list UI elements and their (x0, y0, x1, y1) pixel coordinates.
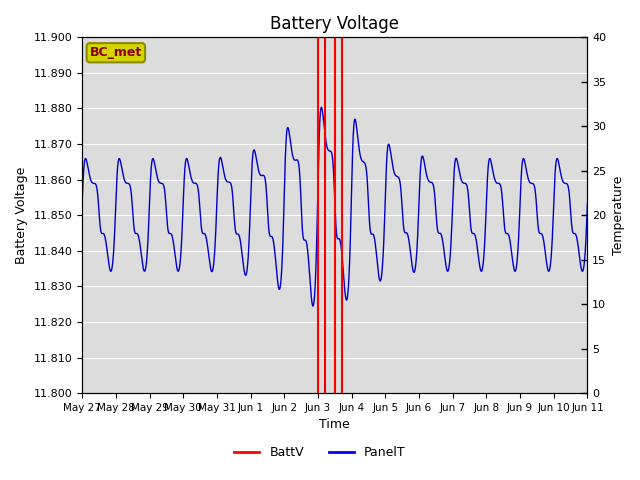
Y-axis label: Temperature: Temperature (612, 176, 625, 255)
Y-axis label: Battery Voltage: Battery Voltage (15, 167, 28, 264)
X-axis label: Time: Time (319, 419, 350, 432)
Legend: BattV, PanelT: BattV, PanelT (229, 441, 411, 464)
Text: BC_met: BC_met (90, 46, 142, 59)
Title: Battery Voltage: Battery Voltage (270, 15, 399, 33)
